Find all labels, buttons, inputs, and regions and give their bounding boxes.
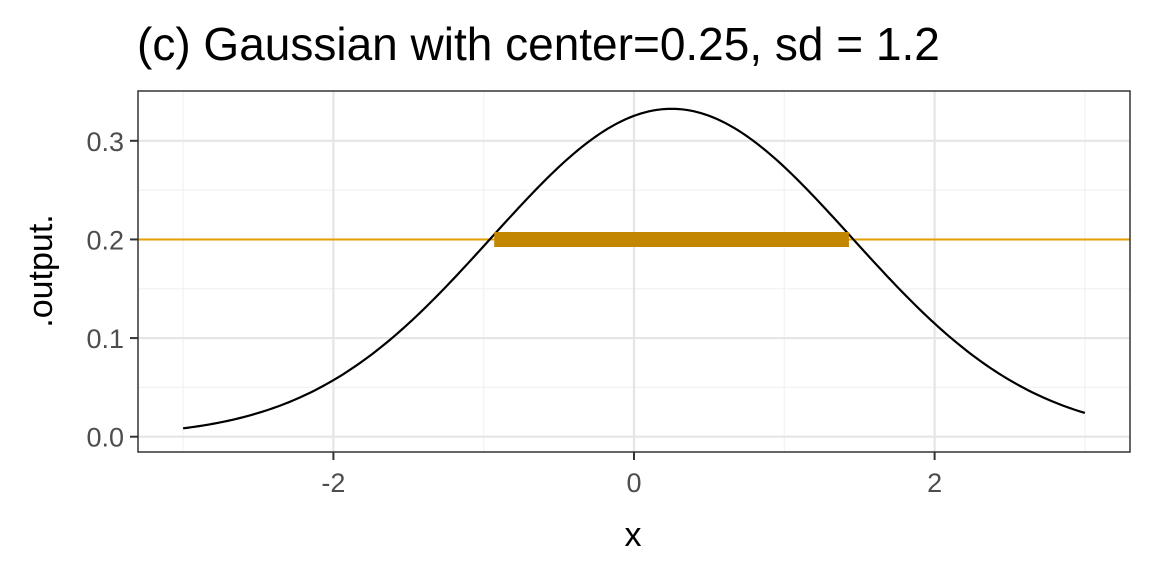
axes: -2 0 2 0.0 0.1 0.2 0.3 — [86, 127, 942, 498]
x-axis-title: x — [625, 516, 642, 554]
y-tick-label: 0.0 — [86, 423, 124, 453]
plot-marks — [138, 107, 1130, 430]
y-tick-label: 0.3 — [86, 127, 124, 157]
x-tick-label: -2 — [321, 468, 345, 498]
chart-title: (c) Gaussian with center=0.25, sd = 1.2 — [137, 18, 940, 70]
x-tick-label: 0 — [626, 468, 641, 498]
x-tick-label: 2 — [927, 468, 942, 498]
y-tick-label: 0.2 — [86, 225, 124, 255]
gaussian-curve — [182, 107, 1086, 430]
grid — [138, 91, 1130, 452]
y-axis-title: .output. — [22, 214, 60, 327]
y-tick-label: 0.1 — [86, 324, 124, 354]
